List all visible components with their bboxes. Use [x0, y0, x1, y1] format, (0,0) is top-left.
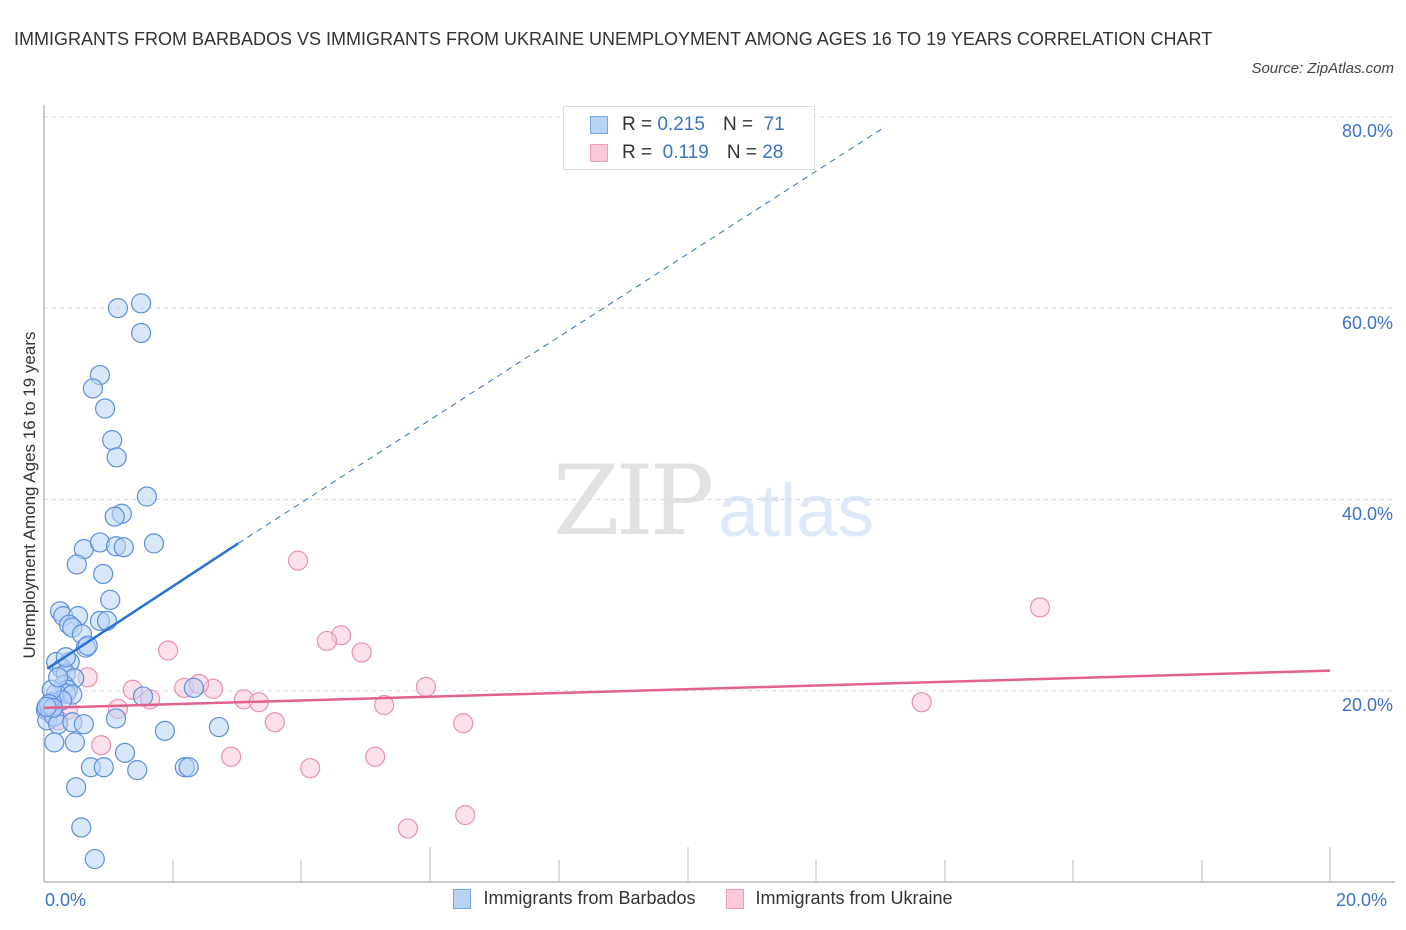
- barbados-swatch-icon: [453, 888, 472, 909]
- n-label: N =: [726, 142, 757, 163]
- ukraine-point: [91, 735, 112, 756]
- watermark-atlas: atlas: [718, 469, 875, 552]
- barbados-trend-extension: [237, 125, 886, 544]
- barbados-point: [113, 537, 134, 558]
- trend-lines: [43, 125, 1331, 710]
- barbados-point: [107, 298, 129, 319]
- legend-row-ukraine: R = 0.119 N = 28: [590, 141, 783, 165]
- barbados-point: [93, 563, 114, 585]
- ukraine-point: [221, 746, 242, 767]
- barbados-point: [94, 398, 116, 419]
- ukraine-trend-line: [43, 669, 1331, 710]
- barbados-point: [127, 759, 148, 781]
- ukraine-point: [300, 758, 321, 779]
- barbados-point: [105, 708, 127, 729]
- r-label: R =: [622, 114, 653, 135]
- barbados-point: [48, 667, 69, 688]
- ukraine-point: [455, 804, 476, 826]
- chart-title: IMMIGRANTS FROM BARBADOS VS IMMIGRANTS F…: [14, 29, 1213, 49]
- n-value-barbados: 71: [763, 114, 785, 135]
- barbados-point: [77, 635, 98, 656]
- ukraine-point: [157, 640, 179, 661]
- ukraine-swatch-icon: [590, 144, 608, 162]
- y-tick-20: 20.0%: [1341, 695, 1393, 715]
- barbados-point: [132, 686, 154, 707]
- legend-label-barbados: Immigrants from Barbados: [483, 888, 696, 908]
- ukraine-point: [365, 746, 386, 767]
- legend-item-barbados[interactable]: Immigrants from Barbados: [453, 888, 696, 909]
- legend-item-ukraine[interactable]: Immigrants from Ukraine: [725, 888, 953, 909]
- axes: [43, 105, 1395, 883]
- r-value-ukraine: 0.119: [662, 142, 709, 163]
- gridlines: [44, 116, 1395, 692]
- r-label: R =: [622, 142, 653, 163]
- barbados-point: [73, 714, 94, 735]
- ukraine-point: [287, 550, 309, 571]
- ukraine-point: [911, 692, 932, 713]
- barbados-point: [66, 554, 87, 575]
- ukraine-point: [374, 694, 395, 716]
- barbados-point: [71, 817, 92, 838]
- barbados-trend-line: [46, 542, 239, 670]
- barbados-point: [154, 720, 175, 741]
- r-value-barbados: 0.215: [657, 114, 705, 135]
- barbados-points: [35, 293, 229, 870]
- barbados-point: [114, 742, 136, 763]
- legend-row-barbados: R = 0.215 N = 71: [590, 113, 785, 137]
- x-tick-20: 20.0%: [1336, 890, 1388, 910]
- barbados-point: [183, 677, 204, 698]
- x-tick-0: 0.0%: [45, 890, 87, 910]
- barbados-point: [102, 429, 123, 451]
- barbados-point: [93, 757, 114, 778]
- y-tick-80: 80.0%: [1341, 121, 1393, 141]
- y-axis-label: Unemployment Among Ages 16 to 19 years: [20, 331, 39, 659]
- n-label: N =: [722, 114, 754, 135]
- y-tick-40: 40.0%: [1341, 504, 1393, 524]
- n-value-ukraine: 28: [762, 142, 784, 163]
- barbados-point: [106, 447, 127, 468]
- barbados-point: [82, 378, 103, 399]
- barbados-point: [130, 322, 152, 344]
- ukraine-point: [316, 630, 338, 652]
- barbados-point: [44, 732, 65, 753]
- source-label: Source: ZipAtlas.com: [1251, 60, 1394, 77]
- barbados-point: [178, 757, 199, 778]
- barbados-point: [100, 589, 121, 610]
- barbados-point: [136, 486, 157, 507]
- ukraine-point: [453, 713, 474, 734]
- watermark-zip: ZIP: [553, 445, 714, 557]
- barbados-point: [130, 293, 152, 314]
- ukraine-point: [415, 676, 437, 697]
- stats-legend: R = 0.215 N = 71 R = 0.119 N = 28: [563, 106, 815, 170]
- legend-label-ukraine: Immigrants from Ukraine: [755, 888, 953, 908]
- barbados-point: [143, 533, 165, 554]
- barbados-point: [66, 777, 87, 798]
- barbados-swatch-icon: [590, 116, 608, 134]
- barbados-point: [84, 848, 105, 870]
- series-legend: Immigrants from Barbados Immigrants from…: [0, 888, 1406, 909]
- ukraine-point: [1029, 597, 1051, 618]
- barbados-point: [96, 610, 118, 631]
- barbados-point: [104, 506, 125, 527]
- ukraine-point: [351, 642, 372, 663]
- y-tick-60: 60.0%: [1341, 313, 1393, 333]
- ukraine-swatch-icon: [725, 888, 744, 909]
- barbados-point: [208, 716, 229, 738]
- ukraine-point: [397, 818, 419, 839]
- barbados-point: [64, 732, 85, 753]
- ukraine-point: [264, 712, 285, 733]
